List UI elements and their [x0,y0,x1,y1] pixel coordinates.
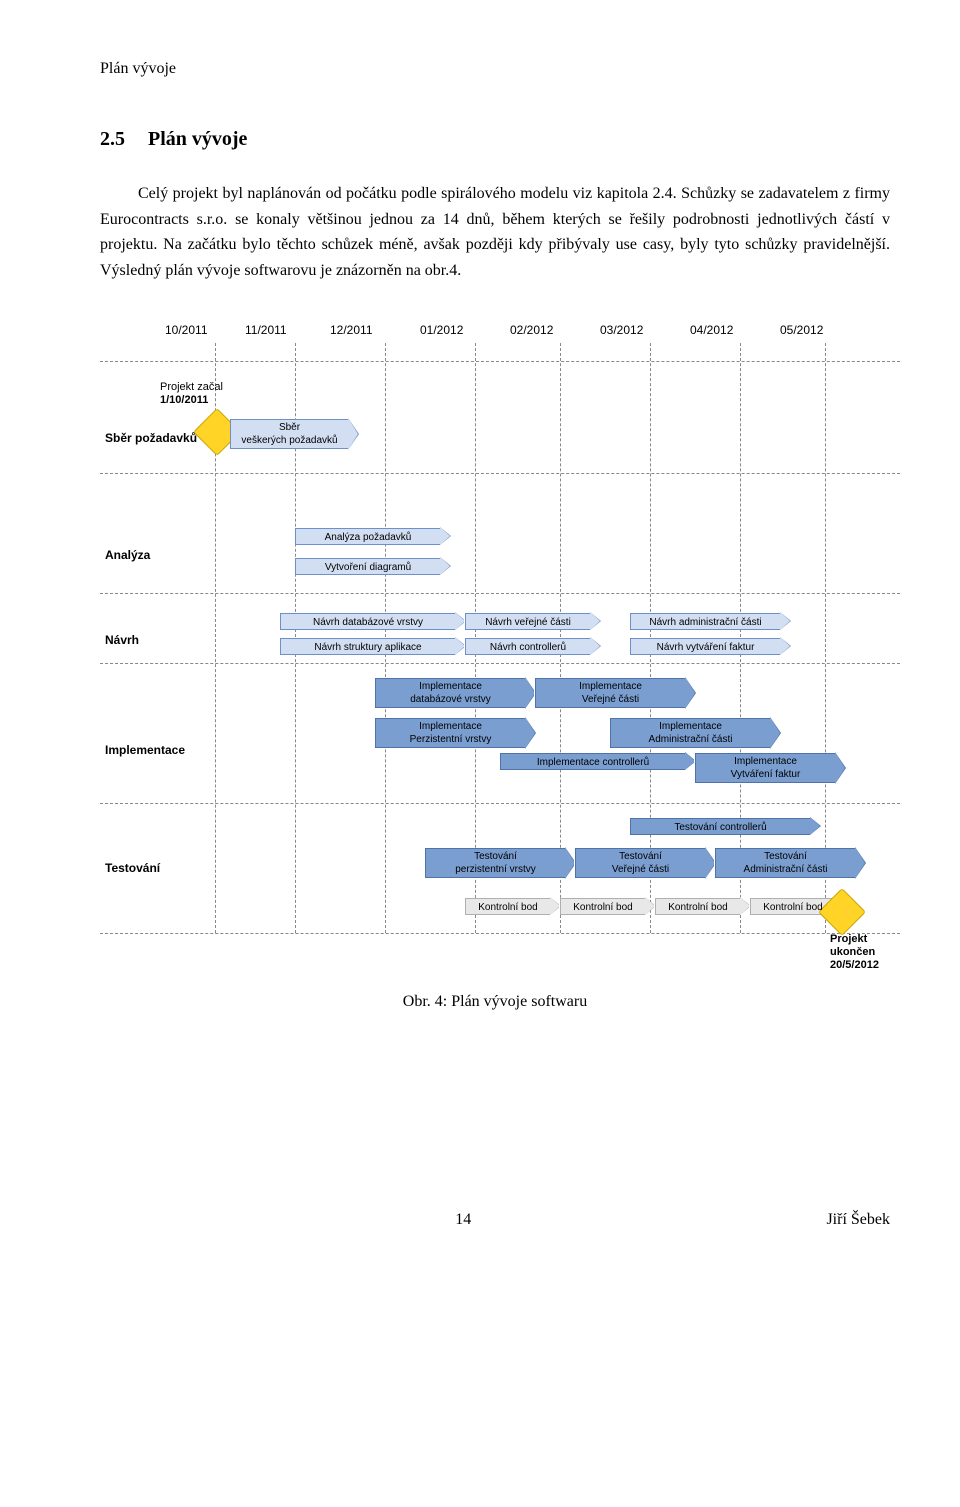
section-heading: 2.5 Plán vývoje [100,128,890,151]
timeline-label: 01/2012 [420,323,463,337]
phase-label: Testování [105,861,160,875]
timeline-label: 02/2012 [510,323,553,337]
timeline-label: 05/2012 [780,323,823,337]
page-footer: 14 Jiří Šebek [100,1211,890,1229]
gantt-bar: Návrh veřejné části [465,613,600,630]
gantt-diagram: 10/2011 11/2011 12/2011 01/2012 02/2012 03/20… [100,323,900,953]
gantt-bar-label: Testování controllerů [635,819,806,835]
gantt-bar: Kontrolní bod [655,898,750,915]
gantt-bar-label: TestováníAdministrační části [720,850,851,876]
gantt-bar-label: TestováníVeřejné části [580,850,701,876]
phase-hline [100,803,900,804]
gantt-bar-label: Testováníperzistentní vrstvy [430,850,561,876]
gantt-bar: Implementacedatabázové vrstvy [375,678,535,708]
gantt-bar-label: ImplementacePerzistentní vrstvy [380,720,521,746]
gantt-bar-label: Sběrveškerých požadavků [235,421,344,447]
gantt-bar: Sběrveškerých požadavků [230,419,358,449]
gantt-bar: Kontrolní bod [560,898,655,915]
timeline-label: 11/2011 [245,323,287,337]
gantt-bar: Kontrolní bod [465,898,560,915]
gantt-bar: Návrh databázové vrstvy [280,613,465,630]
section-title: Plán vývoje [148,128,247,150]
gantt-bar: ImplementaceVeřejné části [535,678,695,708]
start-milestone-label: Projekt začal1/10/2011 [160,381,223,407]
gantt-bar: Testováníperzistentní vrstvy [425,848,575,878]
body-text: Celý projekt byl naplánován od počátku p… [100,185,890,279]
figure-caption: Obr. 4: Plán vývoje softwaru [100,993,890,1011]
timeline-label: 10/2011 [165,323,208,337]
body-paragraph: Celý projekt byl naplánován od počátku p… [100,181,890,283]
gantt-bar: Kontrolní bod [750,898,845,915]
gantt-bar: TestováníAdministrační části [715,848,865,878]
gantt-bar-label: ImplementaceVytváření faktur [700,755,831,781]
gantt-bar-label: Kontrolní bod [470,899,546,915]
footer-page-number: 14 [455,1211,471,1229]
gantt-bar: ImplementaceVytváření faktur [695,753,845,783]
timeline-label: 03/2012 [600,323,643,337]
gantt-bar-label: Analýza požadavků [300,529,436,545]
phase-hline [100,361,900,362]
gantt-bar: Návrh struktury aplikace [280,638,465,655]
gantt-bar-label: Návrh veřejné části [470,614,586,630]
gantt-bar-label: Vytvoření diagramů [300,559,436,575]
gantt-bar: Implementace controllerů [500,753,695,770]
gantt-bar-label: Návrh struktury aplikace [285,639,451,655]
phase-label: Sběr požadavků [105,431,197,445]
gantt-bar-label: Implementacedatabázové vrstvy [380,680,521,706]
phase-hline [100,473,900,474]
gantt-bar: ImplementacePerzistentní vrstvy [375,718,535,748]
gantt-bar-label: Implementace controllerů [505,754,681,770]
gantt-bar-label: ImplementaceAdministrační části [615,720,766,746]
phase-label: Implementace [105,743,185,757]
gantt-bar: Testování controllerů [630,818,820,835]
section-number: 2.5 [100,128,125,151]
gantt-bar: Analýza požadavků [295,528,450,545]
end-milestone-label: Projektukončen20/5/2012 [830,933,879,972]
gantt-bar-label: Kontrolní bod [660,899,736,915]
gantt-bar-label: Návrh administrační části [635,614,776,630]
gantt-bar: Návrh controllerů [465,638,600,655]
gantt-bar-label: ImplementaceVeřejné části [540,680,681,706]
gantt-bar: TestováníVeřejné části [575,848,715,878]
phase-label: Analýza [105,548,150,562]
gantt-bar-label: Kontrolní bod [565,899,641,915]
page-header-title: Plán vývoje [100,60,890,78]
timeline-label: 12/2011 [330,323,373,337]
gantt-bar: Návrh administrační části [630,613,790,630]
phase-hline [100,933,900,934]
timeline-label: 04/2012 [690,323,733,337]
timeline-vline [825,343,826,933]
phase-label: Návrh [105,633,139,647]
footer-author: Jiří Šebek [826,1211,890,1229]
gantt-bar: Vytvoření diagramů [295,558,450,575]
phase-hline [100,663,900,664]
gantt-bar: ImplementaceAdministrační části [610,718,780,748]
gantt-bar-label: Návrh vytváření faktur [635,639,776,655]
phase-hline [100,593,900,594]
gantt-bar-label: Návrh databázové vrstvy [285,614,451,630]
gantt-bar: Návrh vytváření faktur [630,638,790,655]
gantt-bar-label: Kontrolní bod [755,899,831,915]
gantt-bar-label: Návrh controllerů [470,639,586,655]
